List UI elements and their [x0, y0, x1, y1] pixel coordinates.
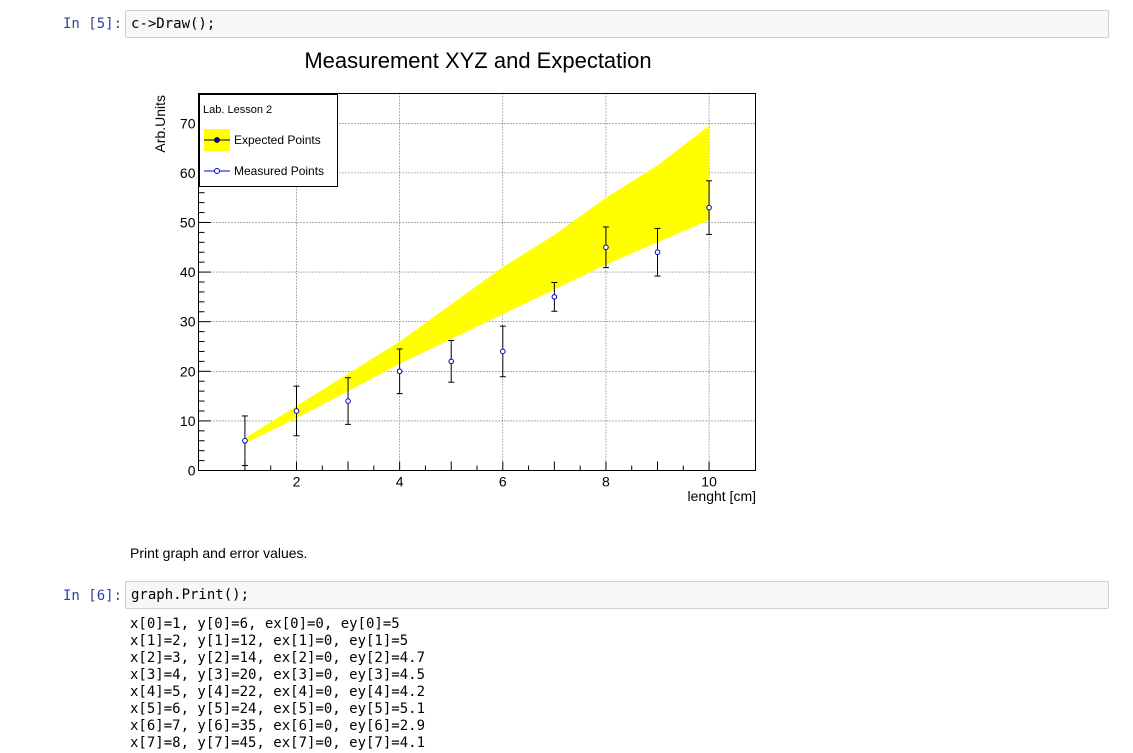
- data-point: [448, 358, 455, 365]
- y-axis-label: Arb.Units: [152, 95, 168, 153]
- data-point: [603, 244, 609, 251]
- data-point: [706, 204, 712, 211]
- code-input-cell-5[interactable]: c->Draw();: [125, 10, 1109, 38]
- data-point: [293, 408, 300, 414]
- cell-prompt-in-5: In [5]:: [63, 16, 123, 32]
- root-canvas-plot: Measurement XYZ and Expectation 2 4 6 8 10 0 1…: [152, 48, 756, 504]
- code-text: c->Draw();: [131, 16, 216, 32]
- axes: 2 4 6 8 10 0 10 20 30 40 50 60 70: [180, 102, 717, 490]
- expected-band: [244, 125, 710, 444]
- legend-title: Lab. Lesson 2: [203, 104, 272, 116]
- y-tick-label: 50: [180, 214, 196, 230]
- output-line: x[0]=1, y[0]=6, ex[0]=0, ey[0]=5: [130, 616, 400, 632]
- y-tick-label: 10: [180, 413, 196, 429]
- x-tick-label: 10: [701, 474, 717, 490]
- cell-output: x[0]=1, y[0]=6, ex[0]=0, ey[0]=5 x[1]=2, …: [130, 616, 425, 752]
- output-line: x[7]=8, y[7]=45, ex[7]=0, ey[7]=4.1: [130, 735, 426, 751]
- data-point: [654, 249, 661, 256]
- x-tick-label: 4: [396, 474, 404, 490]
- output-line: x[5]=6, y[5]=24, ex[5]=0, ey[5]=5.1: [130, 701, 426, 717]
- output-line: x[1]=2, y[1]=12, ex[1]=0, ey[1]=5: [130, 633, 409, 649]
- y-tick-label: 20: [180, 363, 196, 379]
- y-tick-label: 70: [180, 115, 196, 131]
- legend-entry-measured: Measured Points: [234, 164, 324, 178]
- y-tick-label: 40: [180, 264, 196, 280]
- output-line: x[4]=5, y[4]=22, ex[4]=0, ey[4]=4.2: [130, 684, 426, 700]
- chart-title: Measurement XYZ and Expectation: [304, 48, 651, 73]
- code-input-cell-6[interactable]: graph.Print();: [125, 581, 1109, 609]
- y-tick-label: 0: [188, 463, 196, 479]
- output-line: x[6]=7, y[6]=35, ex[6]=0, ey[6]=2.9: [130, 718, 426, 734]
- data-point: [551, 294, 558, 300]
- measured-points: [241, 180, 713, 467]
- y-tick-label: 60: [180, 165, 196, 181]
- x-tick-label: 6: [499, 474, 507, 490]
- data-point: [345, 398, 351, 404]
- y-tick-label: 30: [180, 314, 196, 330]
- x-tick-label: 2: [293, 474, 301, 490]
- legend-entry-expected: Expected Points: [234, 133, 321, 147]
- code-text: graph.Print();: [131, 587, 250, 603]
- markdown-text: Print graph and error values.: [130, 545, 308, 561]
- output-line: x[3]=4, y[3]=20, ex[3]=0, ey[3]=4.5: [130, 667, 426, 683]
- cell-prompt-in-6: In [6]:: [63, 588, 123, 604]
- legend: Lab. Lesson 2 Expected Points Measured P…: [199, 94, 338, 187]
- x-tick-label: 8: [602, 474, 610, 490]
- output-line: x[2]=3, y[2]=14, ex[2]=0, ey[2]=4.7: [130, 650, 426, 666]
- data-point: [396, 368, 403, 375]
- data-point: [242, 437, 248, 444]
- data-point: [499, 348, 506, 355]
- x-axis-label: lenght [cm]: [688, 488, 756, 504]
